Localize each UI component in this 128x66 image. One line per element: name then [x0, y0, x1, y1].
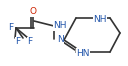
Text: N: N: [57, 36, 63, 44]
Text: F: F: [8, 23, 14, 32]
Text: F: F: [15, 37, 21, 47]
Text: NH: NH: [53, 22, 67, 30]
Text: HN: HN: [76, 49, 90, 57]
Text: NH: NH: [93, 16, 107, 24]
Text: F: F: [27, 37, 33, 47]
Text: O: O: [29, 8, 36, 16]
